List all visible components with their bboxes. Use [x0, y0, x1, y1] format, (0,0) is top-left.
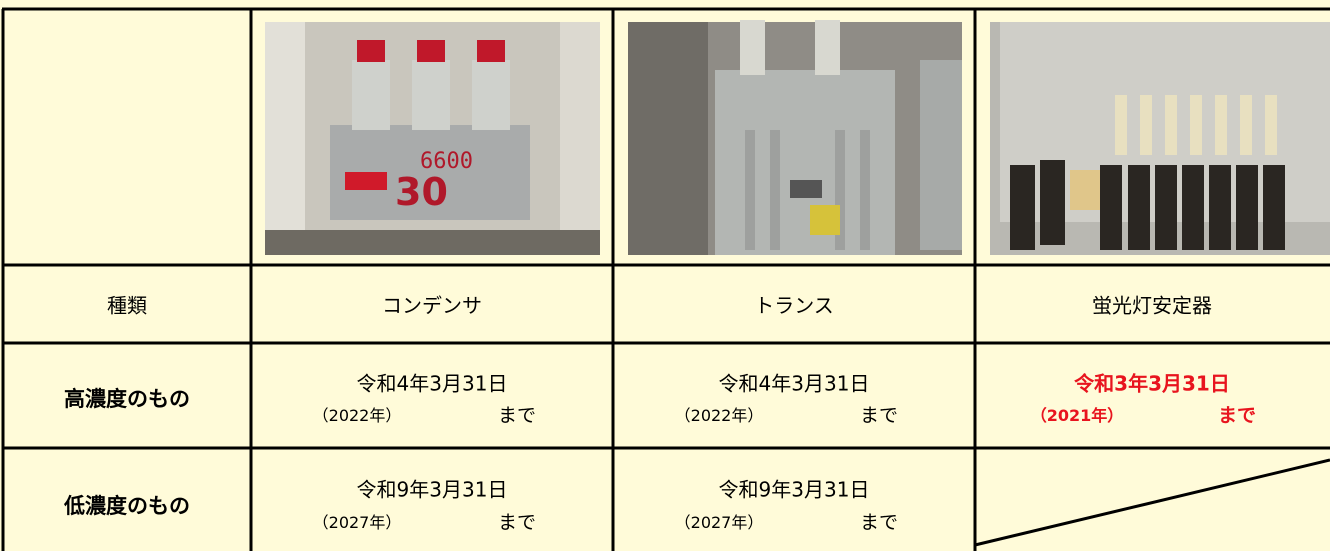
deadline-date: 令和9年3月31日	[718, 477, 870, 502]
header-cell: 種類	[107, 293, 147, 318]
header-cell: トランス	[754, 293, 834, 318]
svg-text:30: 30	[395, 170, 448, 214]
deadline-year: （2027年）	[312, 513, 402, 532]
deadline-year: （2022年）	[312, 406, 402, 425]
svg-text:6600: 6600	[420, 149, 473, 174]
deadline-until: まで	[1217, 404, 1257, 427]
header-cell: 蛍光灯安定器	[1092, 293, 1212, 318]
capacitor-photo: 6600 30	[265, 22, 600, 255]
deadline-until: まで	[859, 404, 899, 427]
header-cell: コンデンサ	[382, 293, 482, 318]
ballast-photo	[990, 22, 1330, 255]
transformer-photo	[628, 20, 962, 255]
diagonal-slash	[974, 458, 1330, 547]
deadline-date: 令和3年3月31日	[1074, 371, 1230, 396]
row-label: 高濃度のもの	[64, 387, 190, 411]
deadline-year: （2027年）	[674, 513, 764, 532]
deadline-date: 令和9年3月31日	[356, 477, 508, 502]
table-borders	[1, 7, 1330, 551]
deadline-date: 令和4年3月31日	[718, 371, 870, 396]
deadline-until: まで	[497, 511, 537, 534]
deadline-date: 令和4年3月31日	[356, 371, 508, 396]
row-label: 低濃度のもの	[64, 493, 190, 518]
deadline-year: （2021年）	[1030, 406, 1124, 425]
deadline-year: （2022年）	[674, 406, 764, 425]
deadline-until: まで	[859, 511, 899, 534]
deadline-until: まで	[497, 404, 537, 427]
